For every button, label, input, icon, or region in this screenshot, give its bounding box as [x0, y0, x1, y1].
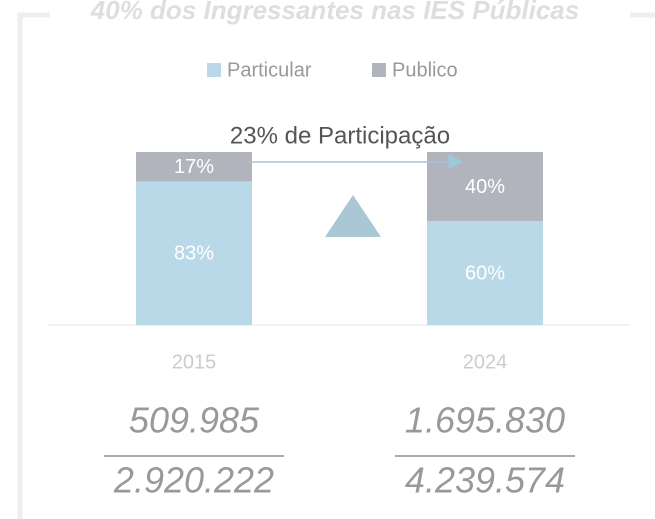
triangle-icon — [325, 195, 381, 237]
x-tick-label: 2015 — [172, 351, 217, 373]
value-label: 40% — [465, 176, 505, 198]
bar-segment — [136, 152, 252, 182]
numerator: 1.695.830 — [405, 400, 565, 441]
denominator: 2.920.222 — [113, 460, 274, 501]
bar-segment — [427, 152, 543, 222]
annotation: 23% de Participação — [230, 122, 450, 149]
value-label: 60% — [465, 262, 505, 284]
value-label: 17% — [174, 156, 214, 178]
bar-segment — [136, 181, 252, 325]
legend-swatch — [372, 63, 386, 77]
bar-segment — [427, 221, 543, 325]
legend-swatch — [207, 63, 221, 77]
numerator: 509.985 — [129, 400, 260, 441]
value-label: 83% — [174, 242, 214, 264]
chart-title: 40% dos Ingressantes nas IES Públicas — [90, 0, 579, 25]
legend-label: Particular — [227, 59, 312, 81]
legend-label: Publico — [392, 59, 458, 81]
frame — [17, 12, 50, 519]
x-tick-label: 2024 — [463, 351, 508, 373]
denominator: 4.239.574 — [405, 460, 565, 501]
